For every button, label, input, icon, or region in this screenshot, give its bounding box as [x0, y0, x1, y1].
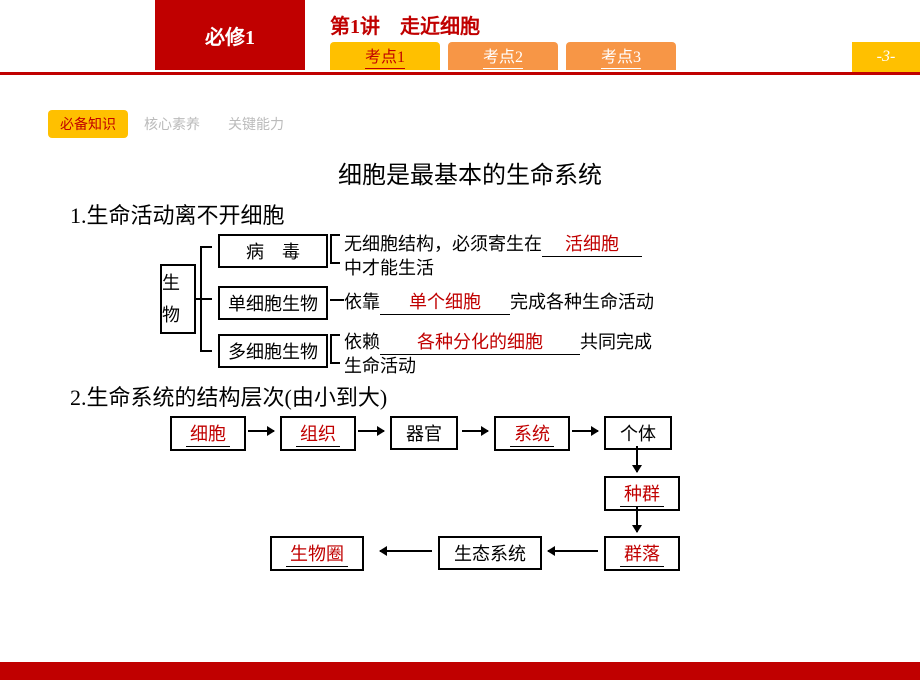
arrow-icon: [636, 506, 638, 532]
box-biosphere: 生物圈: [270, 536, 364, 571]
box-tissue: 组织: [280, 416, 356, 451]
page-number: -3-: [852, 42, 920, 72]
section1-heading: 1.生命活动离不开细胞: [70, 198, 870, 230]
lecture-title: 第1讲 走近细胞: [330, 10, 480, 39]
tab-kaodian3[interactable]: 考点3: [566, 42, 676, 70]
virus-text: 无细胞结构，必须寄生在活细胞: [344, 230, 642, 257]
header-divider: [0, 72, 920, 75]
arrow-icon: [636, 446, 638, 472]
footer-bar: [0, 662, 920, 680]
subtab-knowledge[interactable]: 必备知识: [48, 110, 128, 138]
tab-kaodian2[interactable]: 考点2: [448, 42, 558, 70]
diagram-flow: 细胞 组织 器官 系统 个体 种群 群落 生态系统 生物圈: [170, 416, 870, 576]
multicell-text: 依赖各种分化的细胞共同完成: [344, 328, 652, 355]
box-organ: 器官: [390, 416, 458, 450]
node-multicell: 多细胞生物: [218, 334, 328, 368]
section2-heading: 2.生命系统的结构层次(由小到大): [70, 380, 870, 412]
box-individual: 个体: [604, 416, 672, 450]
box-population: 种群: [604, 476, 680, 511]
arrow-icon: [572, 430, 598, 432]
root-node: 生物: [160, 264, 196, 334]
node-unicell: 单细胞生物: [218, 286, 328, 320]
box-community: 群落: [604, 536, 680, 571]
subtab-literacy[interactable]: 核心素养: [132, 110, 212, 138]
header: 必修1 第1讲 走近细胞 考点1 考点2 考点3 -3-: [0, 0, 920, 80]
arrow-icon: [248, 430, 274, 432]
module-badge: 必修1: [155, 0, 305, 70]
tab-kaodian1[interactable]: 考点1: [330, 42, 440, 70]
arrow-icon: [462, 430, 488, 432]
box-cell: 细胞: [170, 416, 246, 451]
subtabs: 必备知识 核心素养 关键能力: [48, 110, 296, 138]
box-ecosystem: 生态系统: [438, 536, 542, 570]
subtab-ability[interactable]: 关键能力: [216, 110, 296, 138]
content-area: 细胞是最基本的生命系统 1.生命活动离不开细胞 生物 病 毒 无细胞结构，必须寄…: [70, 155, 870, 576]
arrow-icon: [548, 550, 598, 552]
arrow-icon: [358, 430, 384, 432]
arrow-icon: [380, 550, 432, 552]
main-title: 细胞是最基本的生命系统: [70, 155, 870, 190]
tabs: 考点1 考点2 考点3: [330, 42, 676, 70]
box-system: 系统: [494, 416, 570, 451]
diagram-bracket: 生物 病 毒 无细胞结构，必须寄生在活细胞 中才能生活 单细胞生物 依靠单个细胞…: [160, 234, 860, 374]
node-virus: 病 毒: [218, 234, 328, 268]
unicell-text: 依靠单个细胞完成各种生命活动: [344, 288, 654, 315]
